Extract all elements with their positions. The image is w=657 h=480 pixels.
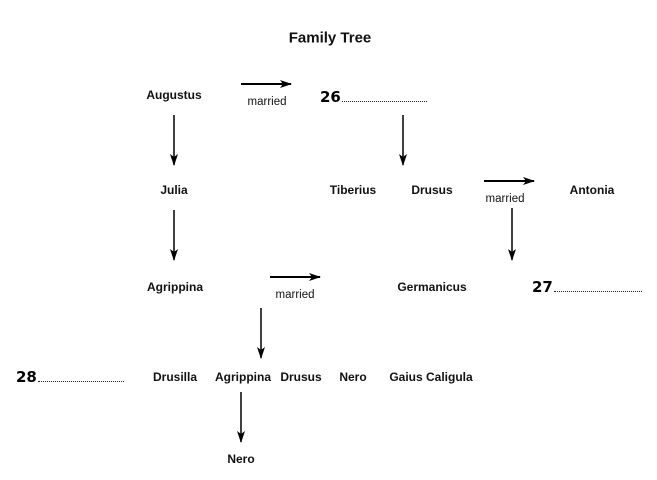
answer-blank-26[interactable]: 26 — [320, 88, 427, 106]
person-tiberius: Tiberius — [329, 183, 377, 197]
answer-blank-27[interactable]: 27 — [532, 278, 642, 296]
child-drusilla: Drusilla — [152, 370, 198, 384]
answer-blank-28[interactable]: 28 — [16, 368, 124, 386]
person-drusus: Drusus — [411, 183, 453, 197]
married-label: married — [247, 96, 287, 108]
question-number: 27 — [532, 278, 553, 296]
question-number: 28 — [16, 368, 37, 386]
person-agrippina: Agrippina — [147, 280, 203, 294]
person-augustus: Augustus — [146, 88, 202, 102]
child-drusus: Drusus — [280, 370, 322, 384]
page-title: Family Tree — [288, 29, 372, 47]
dotted-answer-line[interactable] — [341, 101, 427, 102]
married-label: married — [485, 193, 525, 205]
dotted-answer-line[interactable] — [553, 291, 642, 292]
person-nero: Nero — [227, 452, 255, 466]
person-julia: Julia — [160, 183, 188, 197]
child-agrippina: Agrippina — [215, 370, 271, 384]
person-germanicus: Germanicus — [397, 280, 467, 294]
dotted-answer-line[interactable] — [37, 381, 124, 382]
child-nero: Nero — [339, 370, 367, 384]
child-gaius-caligula: Gaius Caligula — [389, 370, 473, 384]
married-label: married — [275, 289, 315, 301]
question-number: 26 — [320, 88, 341, 106]
person-antonia: Antonia — [569, 183, 615, 197]
